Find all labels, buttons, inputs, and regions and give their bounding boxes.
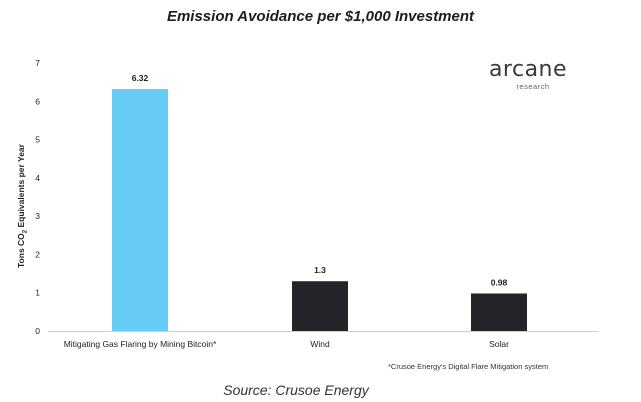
bar-value-label: 1.3 [314,265,326,275]
y-tick-label: 1 [35,288,40,298]
footnote: *Crusoe Energy's Digital Flare Mitigatio… [388,362,549,371]
x-category-label: Solar [489,339,509,349]
y-tick-label: 2 [35,249,40,259]
logo-wordmark: arcane [488,57,568,82]
bar [112,89,168,331]
arcane-research-logo: arcane research [488,57,568,92]
source-caption: Source: Crusoe Energy [223,382,369,398]
bar-value-label: 6.32 [132,73,149,83]
y-tick-label: 4 [35,173,40,183]
y-tick-label: 0 [35,326,40,336]
y-tick-label: 3 [35,211,40,221]
chart-title: Emission Avoidance per $1,000 Investment [166,8,475,25]
logo-subtitle: research [516,82,550,91]
bar [471,293,527,331]
y-tick-label: 5 [35,135,40,145]
y-tick-label: 7 [35,58,40,68]
y-tick-label: 6 [35,96,40,106]
x-category-label: Wind [310,339,330,349]
bar [292,281,348,331]
x-category-label: Mitigating Gas Flaring by Mining Bitcoin… [64,339,217,349]
bar-value-label: 0.98 [491,277,508,287]
